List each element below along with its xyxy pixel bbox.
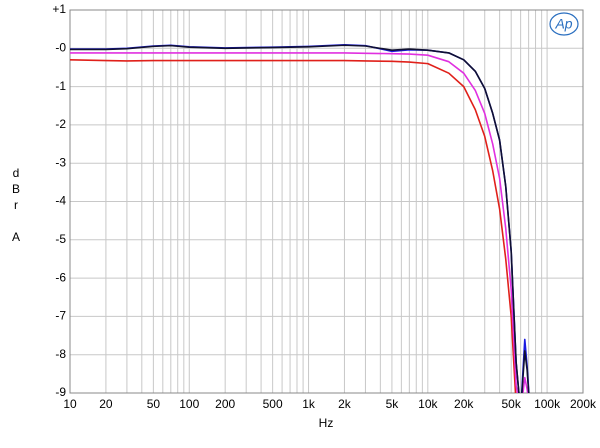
- x-tick-label: 20k: [454, 397, 474, 411]
- x-tick-label: 200k: [570, 397, 597, 411]
- x-tick-label: 10: [63, 397, 77, 411]
- y-tick-label: -9: [55, 385, 66, 399]
- y-tick-label: -5: [55, 232, 66, 246]
- logo-ring: [549, 12, 579, 36]
- y-tick-label: -0: [55, 40, 66, 54]
- series-line: [70, 44, 530, 393]
- logo: Ap: [549, 12, 579, 36]
- x-tick-label: 50: [147, 397, 161, 411]
- x-tick-label: 50k: [502, 397, 522, 411]
- series-line: [70, 44, 530, 393]
- logo-text: Ap: [554, 16, 572, 32]
- x-tick-label: 500: [263, 397, 283, 411]
- x-tick-label: 100k: [534, 397, 561, 411]
- x-axis-label: Hz: [319, 416, 334, 430]
- plot-lines: [70, 44, 530, 393]
- y-tick-label: -6: [55, 270, 66, 284]
- y-tick-label: -1: [55, 79, 66, 93]
- y-tick-label: -2: [55, 117, 66, 131]
- series-line: [70, 58, 517, 393]
- x-tick-label: 5k: [386, 397, 400, 411]
- x-tick-label: 10k: [418, 397, 438, 411]
- series-line: [70, 52, 529, 393]
- x-tick-label: 200: [215, 397, 235, 411]
- x-tick-label: 20: [99, 397, 113, 411]
- plot-frame: [69, 9, 584, 394]
- y-tick-label: -4: [55, 194, 66, 208]
- x-tick-label: 2k: [338, 397, 352, 411]
- y-tick-label: -3: [55, 155, 66, 169]
- x-tick-label: 100: [179, 397, 199, 411]
- x-tick-label: 1k: [302, 397, 316, 411]
- y-axis-label: dBr A: [9, 166, 23, 246]
- y-tick-label: +1: [52, 2, 66, 16]
- y-tick-label: -8: [55, 347, 66, 361]
- y-tick-label: -7: [55, 309, 66, 323]
